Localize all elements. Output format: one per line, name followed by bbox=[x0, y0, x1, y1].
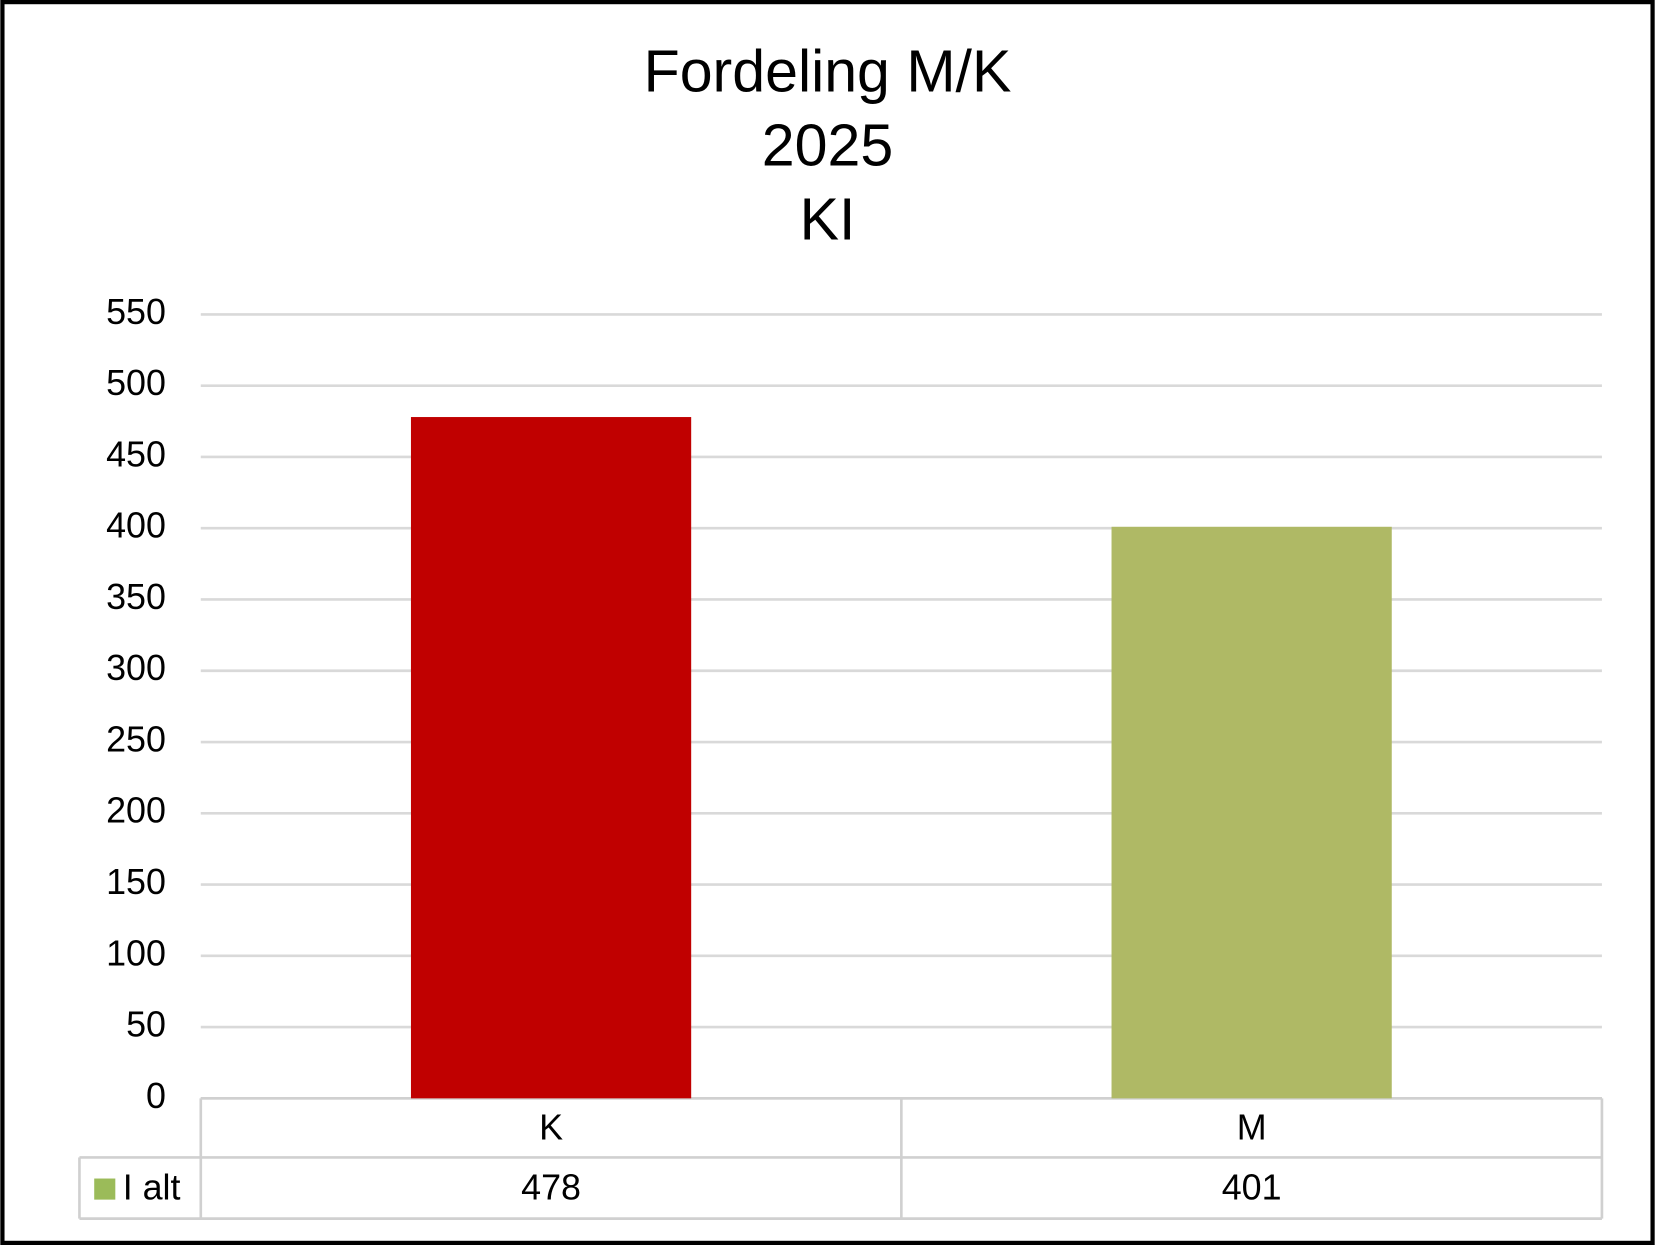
y-tick-label: 250 bbox=[106, 719, 166, 759]
chart-title: 2025 bbox=[762, 112, 893, 178]
y-tick-label: 300 bbox=[106, 648, 166, 688]
legend-swatch bbox=[94, 1178, 116, 1200]
y-tick-label: 150 bbox=[106, 862, 166, 902]
bar bbox=[410, 417, 692, 1099]
legend-label: I alt bbox=[123, 1168, 181, 1208]
y-tick-label: 50 bbox=[126, 1005, 166, 1045]
y-tick-label: 200 bbox=[106, 791, 166, 831]
y-tick-label: 500 bbox=[106, 363, 166, 403]
chart-title: Fordeling M/K bbox=[644, 39, 1012, 105]
y-tick-label: 550 bbox=[106, 292, 166, 332]
y-tick-label: 0 bbox=[146, 1076, 166, 1116]
x-tick-label: M bbox=[1237, 1107, 1267, 1147]
y-tick-label: 450 bbox=[106, 434, 166, 474]
bar bbox=[1111, 526, 1392, 1099]
data-table-value: 401 bbox=[1222, 1168, 1282, 1208]
y-tick-label: 350 bbox=[106, 577, 166, 617]
x-tick-label: K bbox=[539, 1107, 563, 1147]
data-table-value: 478 bbox=[521, 1168, 581, 1208]
y-tick-label: 400 bbox=[106, 506, 166, 546]
y-tick-label: 100 bbox=[106, 933, 166, 973]
chart-title: KI bbox=[800, 186, 856, 252]
